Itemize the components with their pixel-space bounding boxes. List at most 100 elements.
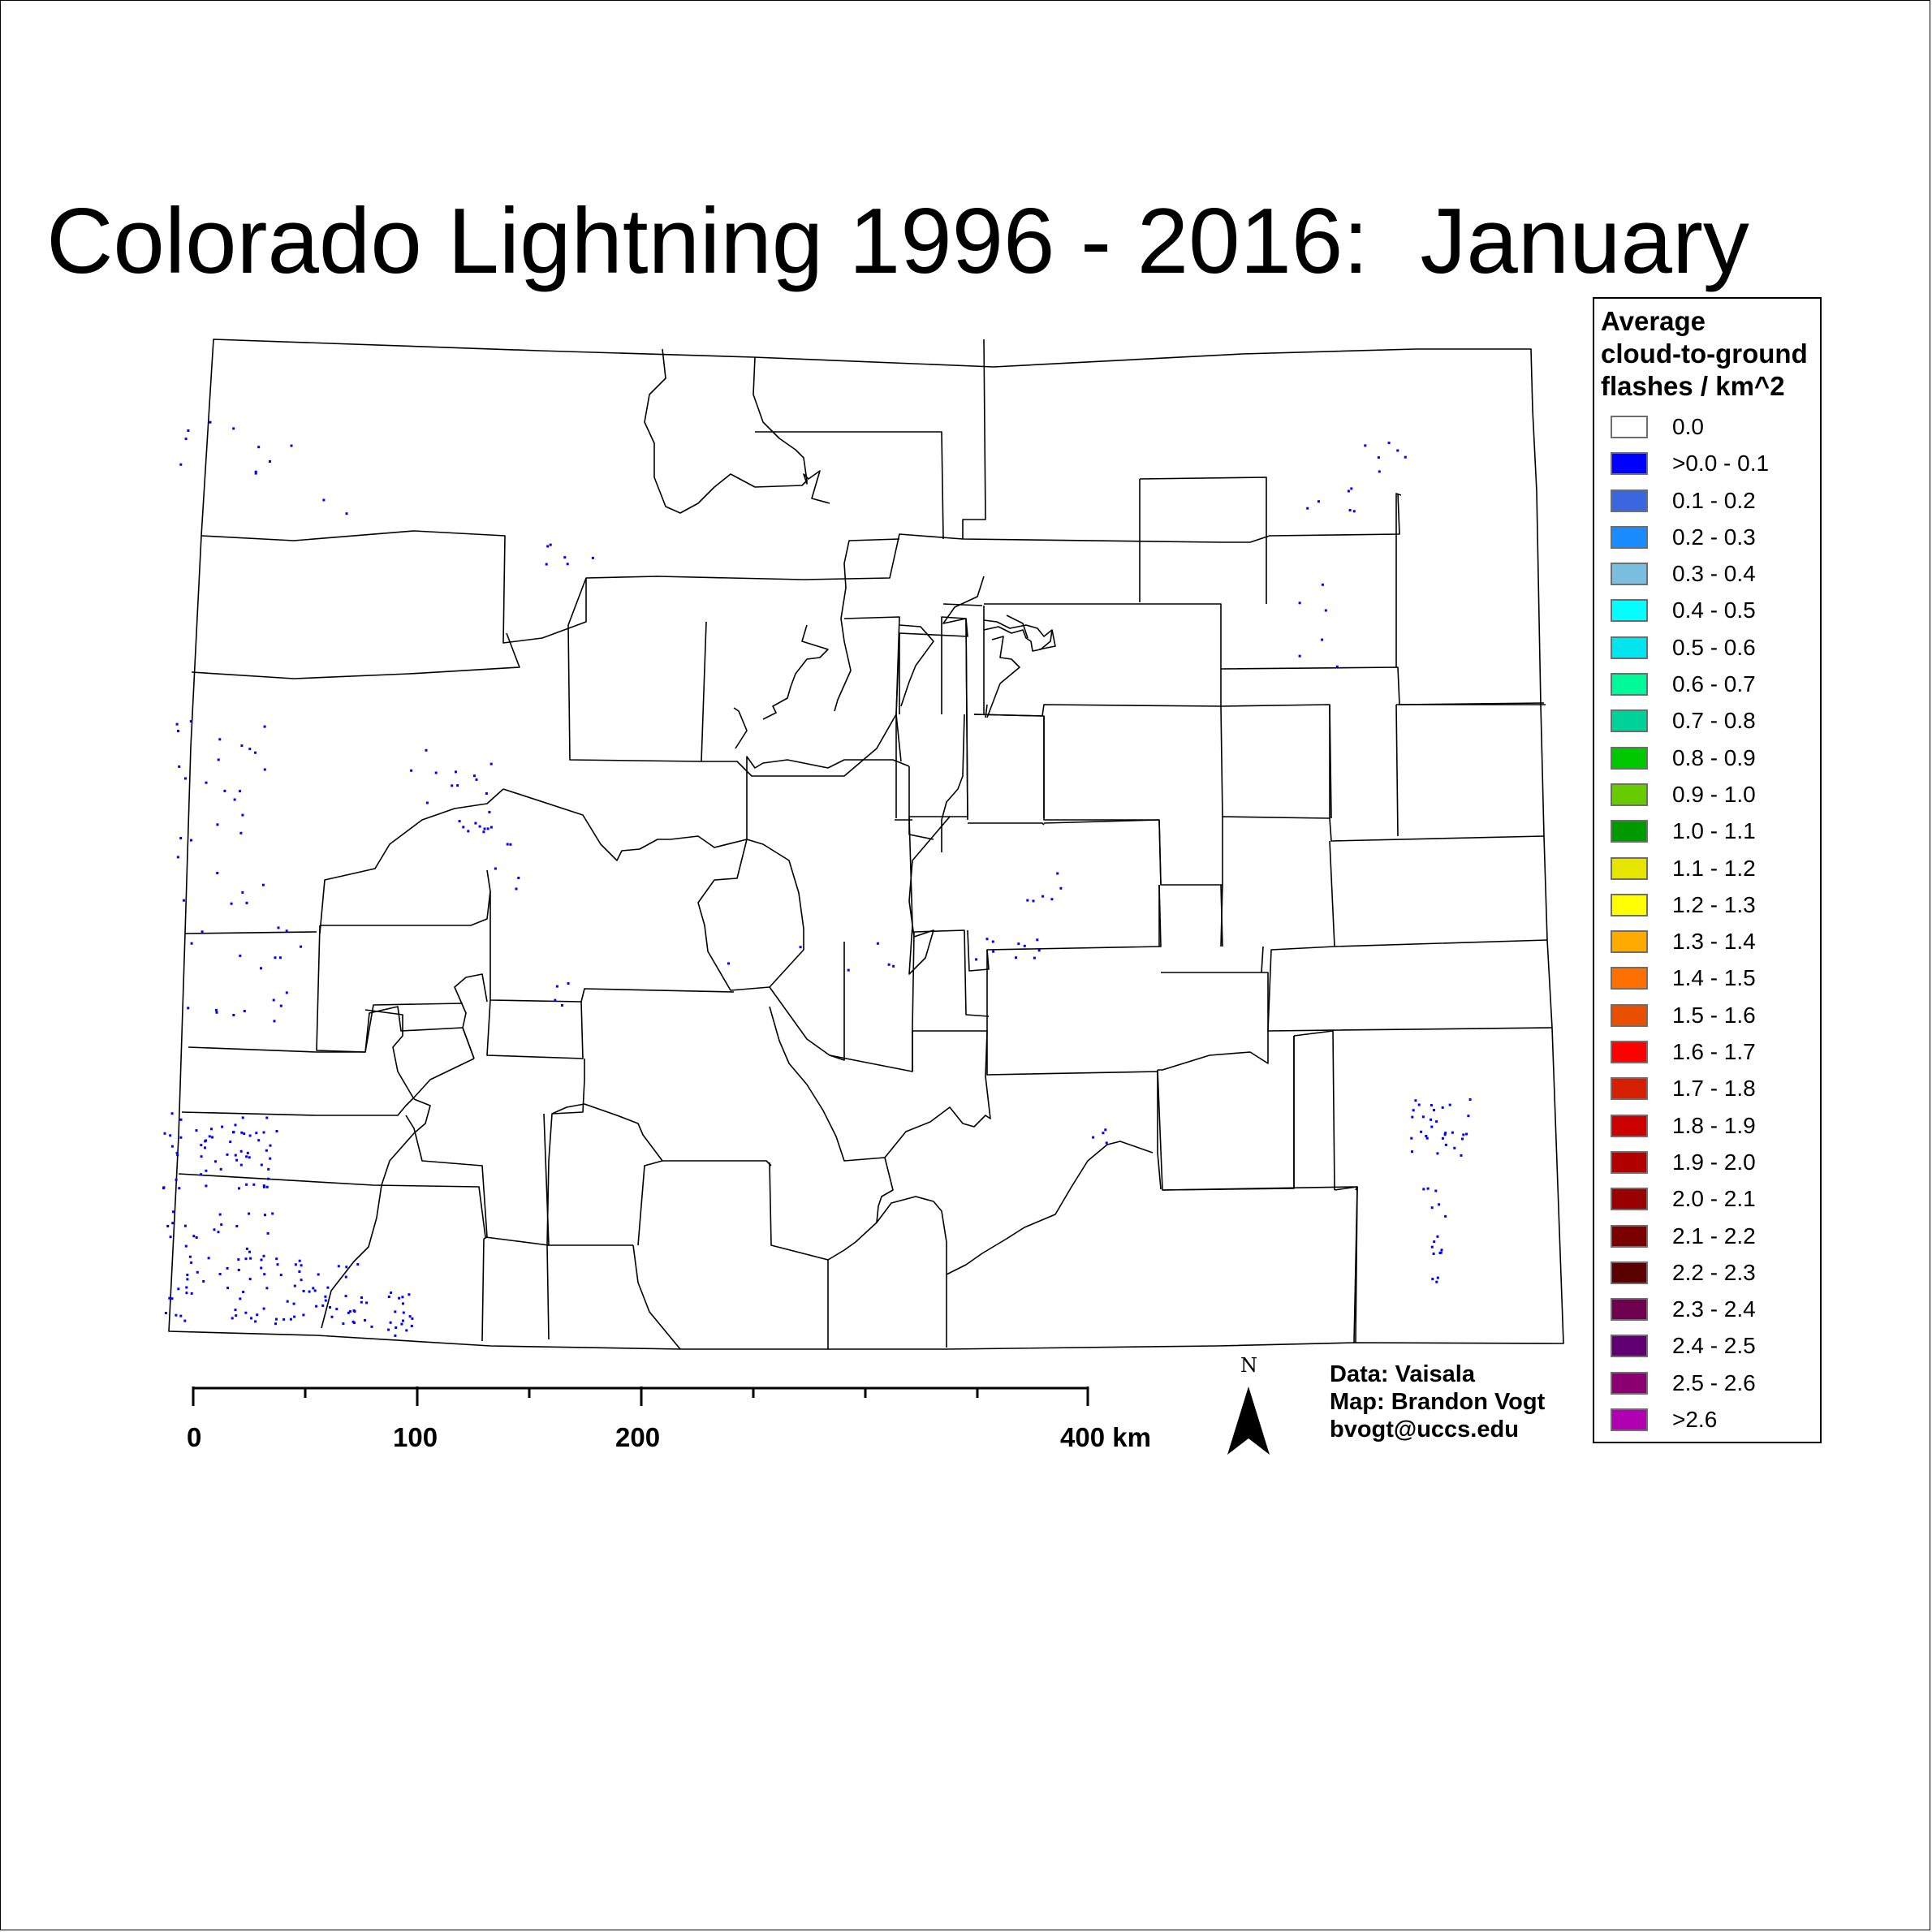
flash-point	[330, 1315, 334, 1318]
flash-point	[509, 843, 512, 846]
flash-point	[474, 822, 477, 825]
flash-point	[200, 1155, 203, 1158]
flash-point	[489, 826, 493, 829]
legend-swatch	[1611, 489, 1648, 512]
flash-point	[1420, 1130, 1423, 1133]
flash-point	[799, 946, 802, 949]
flash-point	[248, 1250, 251, 1253]
legend: Average cloud-to-ground flashes / km^2 0…	[1593, 297, 1822, 1443]
legend-label: 1.1 - 1.2	[1672, 855, 1756, 881]
flash-point	[218, 1273, 222, 1275]
flash-point	[232, 1131, 235, 1134]
flash-point	[219, 1167, 222, 1171]
flash-point	[1439, 1251, 1443, 1254]
credit-data: Data: Vaisala	[1330, 1361, 1475, 1387]
flash-point	[248, 1134, 252, 1137]
flash-point	[271, 1212, 274, 1215]
flash-point	[207, 1257, 210, 1260]
flash-point	[254, 472, 257, 475]
flash-point	[169, 1236, 172, 1239]
legend-swatch	[1611, 1408, 1648, 1432]
flash-point	[1335, 665, 1339, 668]
legend-title: Average cloud-to-ground flashes / km^2	[1601, 306, 1808, 401]
flash-point	[515, 887, 518, 891]
flash-point	[175, 1313, 178, 1317]
flash-point	[190, 1261, 193, 1264]
flash-point	[235, 1225, 239, 1227]
flash-point	[483, 827, 486, 830]
flash-point	[190, 942, 193, 945]
flash-point	[390, 1292, 393, 1294]
flash-point	[254, 1320, 257, 1323]
flash-point	[847, 968, 850, 972]
flash-point	[326, 1286, 330, 1289]
flash-point	[1410, 1136, 1413, 1140]
flash-point	[269, 1144, 272, 1147]
flash-point	[1434, 1189, 1438, 1192]
flash-point	[178, 1187, 181, 1190]
flash-point	[213, 1228, 216, 1231]
flash-point	[179, 1314, 183, 1317]
flash-point	[230, 902, 233, 905]
flash-point	[245, 1247, 248, 1250]
flash-point	[265, 1185, 269, 1188]
flash-point	[285, 929, 288, 933]
flash-point	[267, 1177, 270, 1180]
flash-point	[317, 1273, 320, 1276]
flash-point	[1425, 1136, 1429, 1140]
flash-point	[1033, 956, 1036, 960]
flash-point	[408, 1293, 411, 1296]
legend-label: 1.8 - 1.9	[1672, 1112, 1756, 1138]
flash-point	[345, 1266, 348, 1269]
flash-point	[549, 543, 552, 546]
flash-point	[1364, 444, 1367, 447]
flash-point	[274, 1322, 277, 1326]
flash-point	[506, 843, 509, 846]
flash-point	[360, 1296, 363, 1299]
flash-point	[239, 1297, 242, 1300]
flash-point	[208, 1135, 211, 1138]
flash-point	[261, 883, 265, 886]
flash-point	[282, 1317, 286, 1321]
flash-point	[234, 1123, 237, 1127]
legend-label: 0.7 - 0.8	[1672, 708, 1756, 734]
flash-point	[1026, 899, 1029, 902]
flash-point	[195, 1236, 198, 1239]
flash-point	[249, 1257, 252, 1260]
flash-point	[1056, 872, 1059, 875]
legend-label: 0.6 - 0.7	[1672, 671, 1756, 697]
flash-point	[267, 1167, 270, 1171]
flash-point	[1092, 1136, 1095, 1139]
flash-point	[1037, 949, 1041, 952]
flash-point	[344, 1275, 347, 1279]
flash-point	[163, 1132, 166, 1135]
flash-point	[1431, 1278, 1434, 1281]
flash-point	[265, 1149, 268, 1152]
flash-point	[233, 798, 236, 801]
flash-point	[240, 744, 244, 748]
flash-point	[250, 1317, 252, 1320]
flash-point	[566, 563, 569, 566]
flash-point	[265, 1287, 269, 1290]
flash-point	[204, 1140, 207, 1143]
flash-point	[262, 1131, 265, 1134]
flash-point	[248, 1156, 251, 1159]
flash-point	[312, 1287, 315, 1290]
flash-point	[262, 1254, 265, 1257]
flash-point	[217, 758, 220, 761]
flash-point	[242, 1291, 245, 1293]
flash-point	[1436, 1152, 1439, 1155]
flash-point	[218, 738, 222, 741]
flash-point	[210, 1128, 213, 1131]
flash-point	[179, 1118, 183, 1121]
flash-point	[279, 1274, 282, 1277]
flash-point	[1377, 456, 1380, 459]
flash-point	[302, 1290, 305, 1292]
flash-point	[395, 1326, 398, 1329]
legend-label: 0.3 - 0.4	[1672, 561, 1756, 587]
legend-swatch	[1611, 820, 1648, 843]
flash-point	[245, 1183, 248, 1186]
legend-swatch	[1611, 599, 1648, 623]
legend-label: >2.6	[1672, 1407, 1718, 1433]
